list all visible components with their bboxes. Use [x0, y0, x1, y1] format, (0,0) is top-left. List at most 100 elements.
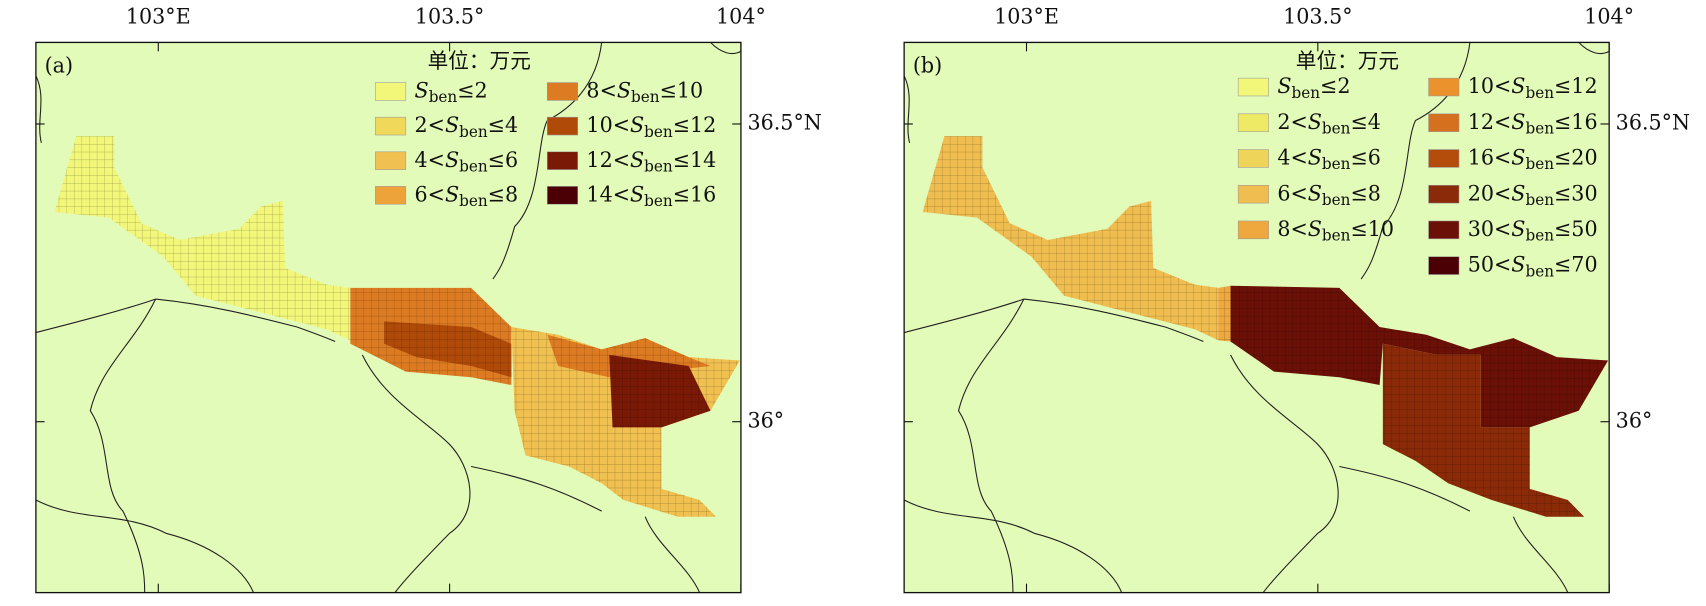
- legend-symbol: S: [1511, 145, 1525, 169]
- legend-bound: 6<: [415, 182, 445, 206]
- legend-swatch: [1237, 220, 1269, 240]
- boundary-line: [361, 354, 471, 593]
- legend-bound: 12<: [586, 147, 630, 171]
- legend-label: 2<Sben≤4: [415, 112, 519, 140]
- legend-symbol: S: [630, 112, 644, 136]
- lon-tick-label: 103°E: [126, 4, 191, 28]
- legend-bound: ≤20: [1554, 145, 1598, 169]
- legend-swatch: [375, 151, 407, 170]
- grid-cells: [922, 136, 1219, 341]
- legend-swatch: [1237, 113, 1269, 132]
- legend-bound: 10<: [1468, 73, 1512, 97]
- legend-swatch: [546, 151, 579, 170]
- boundary-line: [1339, 465, 1471, 512]
- legend-symbol: S: [1511, 216, 1525, 240]
- legend-bound: ≤16: [673, 182, 717, 206]
- legend-bound: 30<: [1468, 216, 1512, 240]
- map-frame: [35, 41, 742, 594]
- legend-bound: 8<: [1277, 216, 1307, 240]
- legend-bound: ≤4: [488, 112, 518, 136]
- legend-bound: ≤8: [488, 182, 518, 206]
- legend-swatch: [1237, 184, 1269, 204]
- legend-unit: 单位：万元: [1296, 49, 1399, 73]
- legend-bound: ≤10: [660, 78, 704, 102]
- legend-bound: 2<: [415, 112, 445, 136]
- boundary-line: [904, 298, 1204, 343]
- boundary-line: [35, 75, 42, 143]
- legend-symbol: S: [1308, 109, 1322, 133]
- grid-cells: [384, 321, 512, 378]
- legend-label: Sben≤2: [415, 78, 488, 106]
- legend-swatch: [1237, 149, 1269, 168]
- legend-subscript: ben: [1525, 84, 1554, 102]
- legend-symbol: S: [445, 147, 459, 171]
- legend-label: 50<Sben≤70: [1468, 252, 1598, 280]
- legend-label: 10<Sben≤12: [586, 112, 716, 140]
- boundary-line: [644, 516, 701, 593]
- legend-swatch: [1428, 149, 1460, 168]
- legend-swatch: [546, 186, 579, 205]
- legend-label: 8<Sben≤10: [1277, 216, 1394, 244]
- boundary-line: [1230, 354, 1339, 593]
- legend-bound: ≤70: [1554, 252, 1598, 276]
- legend-swatch: [1428, 113, 1460, 132]
- legend-subscript: ben: [1322, 226, 1351, 244]
- legend-label: 2<Sben≤4: [1277, 109, 1381, 137]
- lat-tick-label: 36°: [1616, 408, 1653, 432]
- legend-label: 4<Sben≤6: [1277, 145, 1381, 173]
- legend-symbol: S: [1511, 73, 1525, 97]
- legend-swatch: [375, 186, 407, 205]
- legend-swatch: [1428, 184, 1460, 204]
- legend-bound: 4<: [1277, 145, 1307, 169]
- legend-bound: 14<: [586, 182, 630, 206]
- legend-subscript: ben: [1322, 155, 1351, 173]
- boundary-line: [903, 499, 1123, 593]
- legend-swatch: [546, 82, 579, 101]
- legend-bound: ≤4: [1350, 109, 1380, 133]
- lon-tick-label: 103.5°: [1283, 4, 1352, 28]
- legend-subscript: ben: [459, 157, 488, 175]
- legend-label: 6<Sben≤8: [415, 182, 519, 210]
- lon-tick-label: 104°: [1584, 4, 1634, 28]
- legend-bound: ≤16: [1554, 109, 1598, 133]
- map-panel: 103°E 103.5° 104°36.5°N36°(a) 单位：万元Sben≤22<…: [35, 4, 822, 594]
- boundary-line: [957, 298, 1025, 593]
- legend-subscript: ben: [1322, 119, 1351, 137]
- legend-label: 4<Sben≤6: [415, 147, 519, 175]
- legend-symbol: S: [1308, 145, 1322, 169]
- legend-bound: 50<: [1468, 252, 1512, 276]
- legend-symbol: S: [415, 78, 429, 102]
- grid-cells: [1230, 285, 1609, 428]
- legend-bound: 2<: [1277, 109, 1307, 133]
- lat-tick-label: 36°: [747, 408, 784, 432]
- legend-unit: 单位：万元: [428, 49, 531, 73]
- boundary-line: [1578, 42, 1610, 54]
- legend-subscript: ben: [1525, 191, 1554, 209]
- legend-bound: 10<: [586, 112, 630, 136]
- boundary-line: [89, 298, 157, 593]
- legend-symbol: S: [630, 147, 644, 171]
- legend-swatch: [375, 116, 407, 136]
- legend-label: 8<Sben≤10: [586, 78, 703, 106]
- legend-label: Sben≤2: [1277, 73, 1350, 101]
- legend-bound: ≤14: [673, 147, 717, 171]
- legend-subscript: ben: [1525, 155, 1554, 173]
- boundary-line: [1512, 516, 1569, 593]
- legend-swatch: [546, 116, 579, 136]
- boundary-line: [35, 499, 255, 593]
- legend-bound: 20<: [1468, 181, 1512, 205]
- map-panel: 103°E 103.5° 104°36.5°N36°(b) 单位：万元Sben≤22<…: [903, 4, 1690, 594]
- legend-bound: ≤50: [1554, 216, 1598, 240]
- legend-bound: ≤8: [1350, 181, 1380, 205]
- legend-symbol: S: [445, 112, 459, 136]
- legend-subscript: ben: [644, 123, 673, 141]
- legend-symbol: S: [617, 78, 631, 102]
- legend-bound: ≤2: [1320, 73, 1350, 97]
- legend-bound: 16<: [1468, 145, 1512, 169]
- legend-label: 12<Sben≤16: [1468, 109, 1598, 137]
- lon-tick-label: 103.5°: [415, 4, 484, 28]
- legend-bound: ≤12: [673, 112, 717, 136]
- panel-label: (a): [45, 53, 73, 77]
- legend-bound: ≤30: [1554, 181, 1598, 205]
